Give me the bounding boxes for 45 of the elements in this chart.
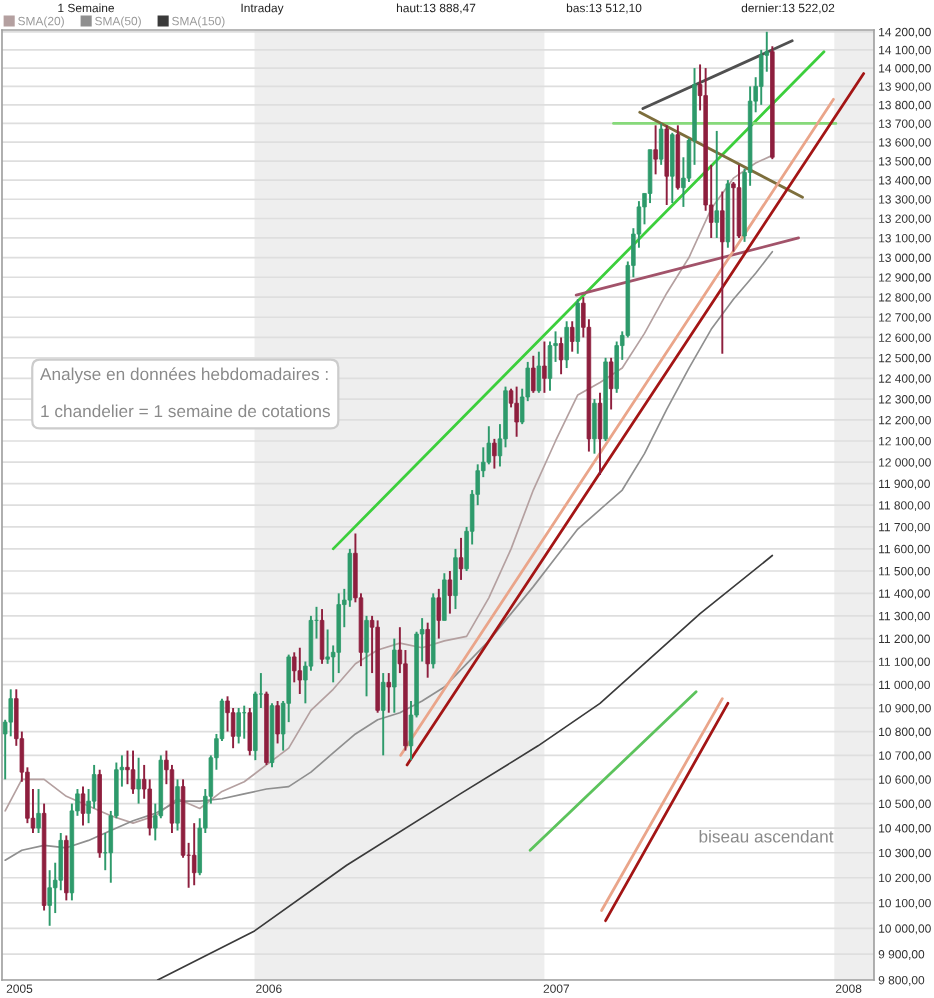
candlestick	[647, 148, 653, 205]
candlestick	[442, 572, 447, 622]
candlestick	[597, 391, 603, 476]
candlestick	[297, 646, 303, 695]
annotation: biseau ascendant	[699, 829, 834, 843]
candlestick	[536, 350, 542, 394]
candlestick	[658, 122, 664, 166]
candlestick	[714, 129, 719, 239]
candlestick	[492, 437, 497, 470]
candlestick	[720, 190, 725, 355]
candlestick	[670, 131, 675, 205]
candlestick	[136, 756, 141, 805]
candlestick	[319, 608, 325, 665]
candlestick	[236, 707, 241, 745]
candlestick	[380, 672, 386, 757]
candlestick	[275, 700, 280, 745]
candlestick	[392, 637, 397, 714]
candlestick	[458, 536, 464, 581]
candlestick	[364, 614, 369, 698]
candlestick	[558, 336, 564, 376]
candlestick	[175, 778, 180, 832]
candlestick	[436, 587, 442, 640]
candlestick	[447, 570, 453, 615]
candlestick	[514, 385, 519, 438]
candlestick	[531, 354, 536, 394]
candlestick	[564, 320, 569, 370]
candlestick	[608, 356, 614, 411]
candlestick	[125, 749, 130, 786]
candlestick	[569, 320, 575, 353]
candlestick	[453, 547, 458, 611]
candlestick	[664, 124, 669, 206]
candlestick	[542, 340, 547, 394]
candlestick	[36, 788, 41, 834]
candlestick	[653, 124, 658, 176]
candlestick	[247, 707, 253, 757]
candlestick	[386, 672, 392, 714]
candlestick	[336, 592, 341, 675]
candlestick	[575, 298, 581, 355]
candlestick	[191, 822, 197, 887]
candlestick	[130, 749, 136, 795]
candlestick	[592, 398, 597, 455]
candlestick	[47, 869, 52, 927]
candlestick	[425, 621, 430, 679]
candlestick	[80, 785, 86, 827]
text: Analyse en données hebdomadaires : 1 chandelier = 1 semaine de cotations	[40, 367, 330, 418]
